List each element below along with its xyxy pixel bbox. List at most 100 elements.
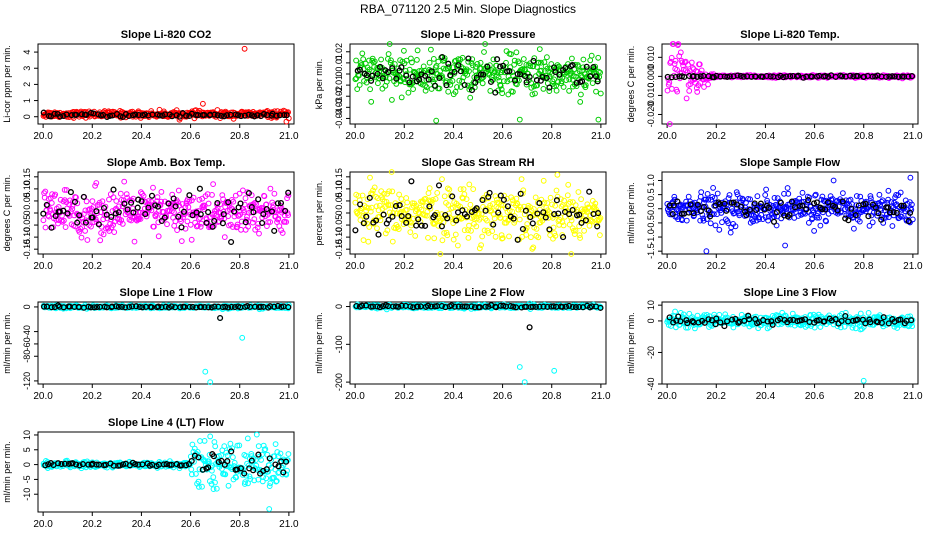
data-point: [536, 46, 543, 52]
data-point-selected: [403, 72, 410, 79]
data-point: [436, 85, 443, 92]
data-point: [468, 227, 474, 234]
data-point-selected: [767, 73, 774, 80]
data-point: [60, 198, 67, 205]
data-point: [679, 59, 686, 66]
data-point-selected: [697, 73, 704, 80]
data-point: [404, 199, 411, 206]
data-point: [540, 86, 547, 92]
data-point: [763, 186, 769, 193]
x-tick-label: 21.0: [279, 391, 299, 402]
data-point: [784, 185, 791, 191]
data-point: [414, 47, 421, 54]
data-point: [466, 68, 472, 74]
x-tick-label: 20.0: [33, 519, 53, 530]
data-point: [99, 198, 106, 205]
data-point: [446, 186, 453, 193]
data-point: [405, 89, 412, 96]
data-point: [378, 56, 385, 63]
x-tick-label: 20.0: [657, 261, 677, 272]
data-point: [360, 237, 367, 244]
y-tick-label: 0.10: [22, 180, 32, 198]
y-axis-label: ml/min per min.: [626, 182, 636, 244]
data-point-selected: [443, 82, 450, 89]
data-point: [689, 65, 696, 71]
x-tick-label: 20.2: [707, 261, 727, 272]
data-point-selected: [543, 74, 550, 81]
data-point: [374, 225, 380, 232]
data-point-selected: [569, 62, 576, 69]
data-point: [544, 54, 550, 61]
data-point: [528, 234, 534, 241]
data-point: [885, 187, 892, 194]
data-point: [431, 235, 438, 242]
y-tick-label: -80: [22, 350, 32, 363]
data-point: [575, 189, 582, 195]
data-point-selected: [668, 74, 675, 81]
data-point: [242, 195, 249, 202]
data-point-selected: [724, 73, 731, 80]
data-point-selected: [886, 73, 893, 80]
y-axis-label: kPa per min.: [314, 59, 324, 110]
y-tick-label: -40: [22, 325, 32, 338]
data-point: [693, 85, 700, 91]
data-point-selected: [196, 185, 203, 192]
x-tick-label: 21.0: [279, 261, 299, 272]
data-point: [97, 237, 104, 244]
data-point: [172, 218, 179, 225]
data-point: [138, 189, 144, 196]
y-tick-label: -0.5: [646, 215, 656, 231]
data-point: [508, 51, 514, 58]
data-point: [106, 196, 112, 203]
data-point-selected: [135, 111, 142, 119]
data-point: [110, 194, 117, 201]
x-tick-label: 20.2: [83, 519, 103, 530]
data-point: [467, 201, 474, 208]
data-point: [42, 224, 49, 231]
chart-title: Slope Line 1 Flow: [120, 287, 213, 299]
data-point: [674, 88, 681, 95]
data-point: [408, 55, 414, 62]
x-tick-label: 20.2: [83, 391, 103, 402]
outlier-point: [553, 87, 560, 94]
data-point: [117, 190, 124, 197]
outlier-point: [516, 364, 523, 370]
data-point: [762, 192, 769, 198]
x-tick-label: 20.8: [542, 261, 562, 272]
data-point: [683, 95, 690, 102]
y-tick-label: 1: [22, 98, 32, 103]
data-point: [439, 237, 446, 244]
data-point-selected: [228, 238, 235, 246]
y-tick-label: 4: [22, 50, 32, 55]
outlier-point: [782, 242, 788, 249]
data-point-selected: [416, 76, 423, 83]
data-point: [196, 196, 203, 203]
data-point-selected: [435, 182, 443, 189]
data-point-selected: [494, 56, 501, 63]
data-point: [506, 233, 512, 240]
x-tick-label: 20.4: [444, 131, 464, 142]
plot-frame: [349, 301, 607, 385]
data-point-selected: [783, 73, 790, 80]
data-point-selected: [514, 70, 521, 78]
data-point-selected: [141, 111, 148, 118]
y-tick-label: 0: [22, 304, 32, 309]
data-point-selected: [800, 74, 807, 81]
data-point-selected: [484, 63, 491, 70]
data-point: [727, 229, 734, 236]
x-tick-label: 20.2: [395, 131, 415, 142]
data-point-selected: [432, 82, 439, 89]
data-point: [165, 208, 172, 215]
data-point: [454, 84, 460, 90]
data-point: [151, 223, 157, 230]
data-point: [479, 233, 486, 240]
data-point: [62, 224, 69, 231]
data-point: [403, 195, 410, 201]
data-point: [581, 227, 587, 234]
data-point-selected: [592, 73, 599, 80]
data-point: [714, 190, 721, 197]
data-point: [116, 203, 122, 210]
data-point: [140, 193, 147, 199]
data-point: [386, 75, 393, 82]
data-point: [267, 185, 274, 192]
